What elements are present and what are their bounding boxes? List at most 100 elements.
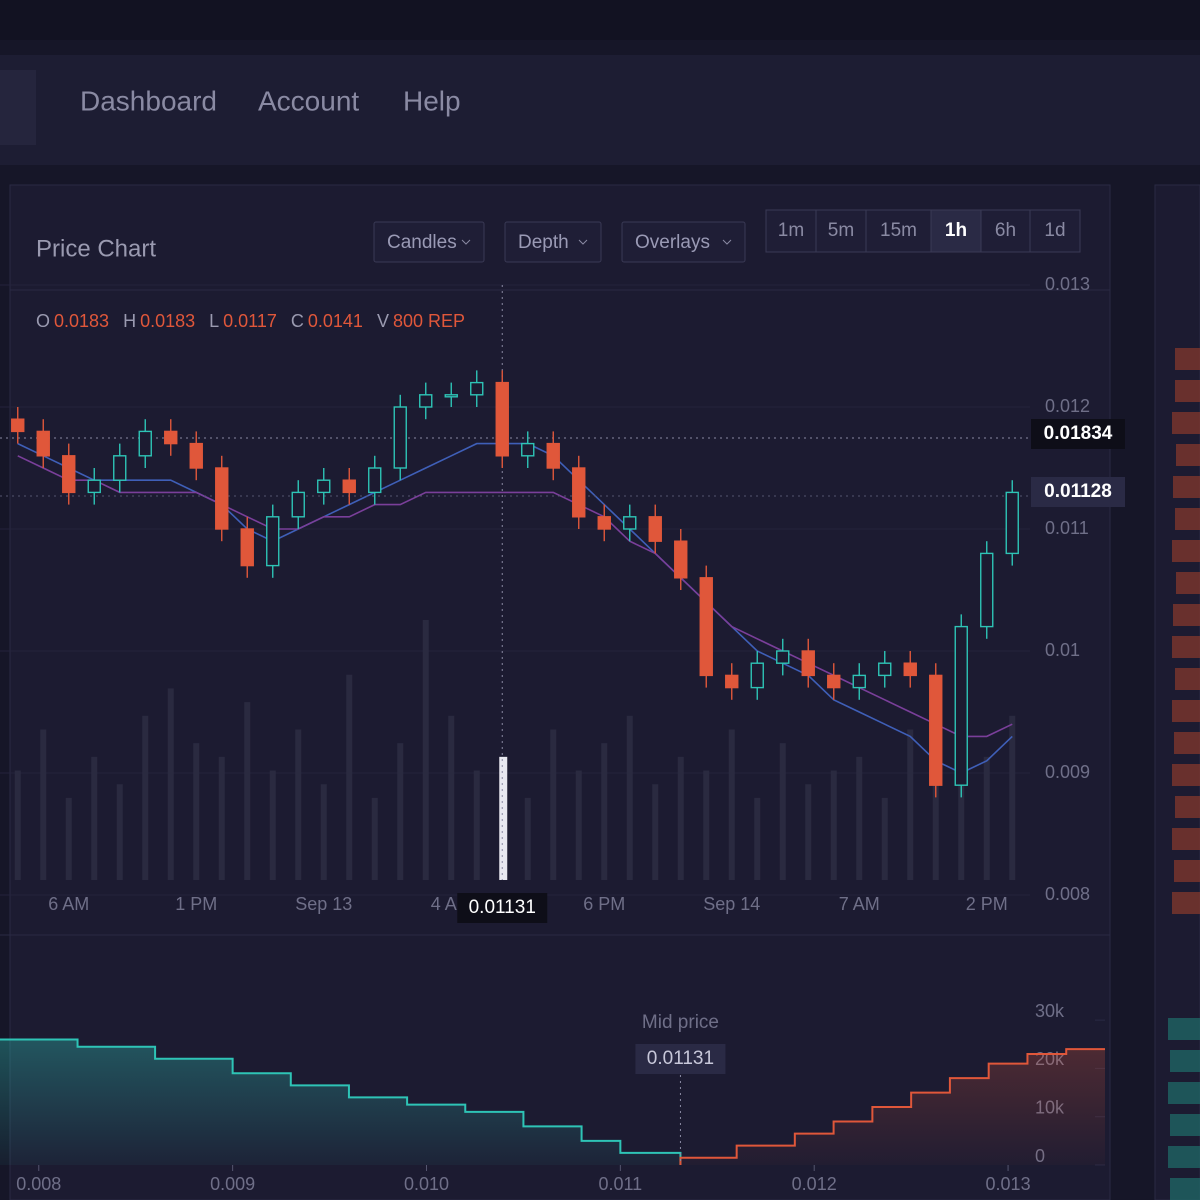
- x-tick-label: Sep 14: [703, 894, 760, 914]
- x-tick-label: 6 AM: [48, 894, 89, 914]
- dropdown-button[interactable]: [373, 221, 485, 263]
- volume-bar: [830, 770, 837, 880]
- candle-body: [954, 625, 968, 786]
- interval-button[interactable]: [980, 209, 1031, 253]
- x-tick-label: 0.012: [792, 1174, 837, 1194]
- price-panel: [9, 184, 1111, 1200]
- mid-price-tag: [635, 1044, 726, 1074]
- volume-bar: [754, 797, 761, 880]
- volume-bar: [907, 729, 914, 880]
- volume-bar: [320, 784, 327, 880]
- depth-area: [0, 1039, 681, 1165]
- dropdown-button[interactable]: [504, 221, 602, 263]
- volume-bar: [499, 756, 508, 880]
- ohlc-value: 0.0183: [140, 311, 195, 331]
- panel-title: Price Chart: [36, 235, 156, 262]
- candle-body: [903, 662, 917, 677]
- order-book-bid-bars: [1168, 1018, 1200, 1200]
- interval-label[interactable]: 6h: [995, 220, 1016, 241]
- menu-toggle[interactable]: [0, 70, 36, 145]
- candle-body: [215, 467, 229, 530]
- ohlc-value: 0.0183: [54, 311, 109, 331]
- last-price-tag-label: 0.01128: [1044, 481, 1112, 502]
- price-tag-label: 0.01834: [1044, 423, 1113, 444]
- ohlc-key: C: [291, 311, 304, 331]
- candle-body: [393, 406, 407, 469]
- y-tick-label: 0.009: [1045, 762, 1090, 782]
- volume-bar: [397, 743, 404, 880]
- interval-button[interactable]: [765, 209, 817, 253]
- candle-body: [572, 467, 586, 518]
- interval-label[interactable]: 1m: [778, 220, 804, 241]
- volume-bar: [269, 770, 276, 880]
- candle-body: [113, 455, 127, 481]
- depth-line: [0, 1038, 682, 1165]
- interval-label[interactable]: 1h: [945, 220, 967, 241]
- candle-body: [342, 479, 356, 494]
- candle-body: [266, 516, 280, 567]
- candle-body: [419, 394, 433, 408]
- ohlc-key: L: [209, 311, 219, 331]
- nav-link[interactable]: Help: [403, 85, 461, 116]
- interval-label[interactable]: 5m: [828, 220, 854, 241]
- volume-bar: [983, 756, 990, 880]
- candle-body: [495, 381, 509, 457]
- volume-bar: [728, 729, 735, 880]
- candle-body: [240, 528, 254, 567]
- x-tick-label: 7 AM: [839, 894, 880, 914]
- interval-button[interactable]: [930, 209, 982, 253]
- candle-body: [62, 455, 76, 494]
- candle-body: [929, 674, 943, 786]
- candle-body: [11, 418, 25, 433]
- x-tick-label: 6 PM: [583, 894, 625, 914]
- volume-bar: [116, 784, 123, 880]
- ohlc-value: 0.0117: [223, 311, 277, 331]
- y-tick-label: 0.011: [1045, 518, 1089, 538]
- nav-link[interactable]: Account: [258, 85, 359, 116]
- depth-line: [679, 1048, 1105, 1165]
- moving-average: [17, 455, 1013, 738]
- volume-bar: [805, 784, 812, 880]
- candle-body: [827, 674, 841, 689]
- ohlc-key: O: [36, 311, 50, 331]
- interval-button[interactable]: [865, 209, 932, 253]
- dropdown-button[interactable]: [621, 221, 746, 263]
- candle-body: [87, 479, 101, 494]
- interval-label[interactable]: 1d: [1044, 220, 1065, 241]
- volume-bar: [422, 620, 429, 880]
- volume-bar: [371, 797, 378, 880]
- candle-body: [699, 577, 713, 677]
- dropdown-label[interactable]: Overlays: [635, 232, 710, 253]
- volume-bar: [550, 729, 557, 880]
- volume-bar: [346, 674, 353, 880]
- candle-body: [674, 540, 688, 579]
- interval-label[interactable]: 15m: [880, 220, 917, 241]
- candle-body: [470, 381, 484, 396]
- mid-price-value: 0.01131: [647, 1048, 714, 1069]
- volume-bar: [881, 797, 888, 880]
- volume-bar: [932, 770, 939, 880]
- candle-body: [138, 430, 152, 457]
- moving-average: [17, 442, 1013, 774]
- volume-bar: [856, 756, 863, 880]
- volume-bar: [958, 784, 965, 880]
- volume-bar: [244, 702, 251, 880]
- volume-bar: [193, 743, 200, 880]
- dropdown-caret: [461, 239, 471, 245]
- volume-bar: [601, 743, 608, 880]
- candle-body: [597, 516, 611, 530]
- candle-body: [648, 516, 662, 542]
- nav-link[interactable]: Dashboard: [80, 85, 217, 116]
- last-price-tag: [1031, 477, 1125, 507]
- dropdown-label[interactable]: Candles: [387, 232, 457, 253]
- volume-bar: [575, 770, 582, 880]
- top-strip: [0, 0, 1200, 40]
- volume-bar: [703, 770, 710, 880]
- x-tick-label: 1 PM: [175, 894, 217, 914]
- volume-bar: [1009, 715, 1016, 880]
- candle-body: [776, 650, 790, 664]
- interval-button[interactable]: [1029, 209, 1081, 253]
- volume-bar: [14, 770, 21, 880]
- dropdown-label[interactable]: Depth: [518, 232, 569, 253]
